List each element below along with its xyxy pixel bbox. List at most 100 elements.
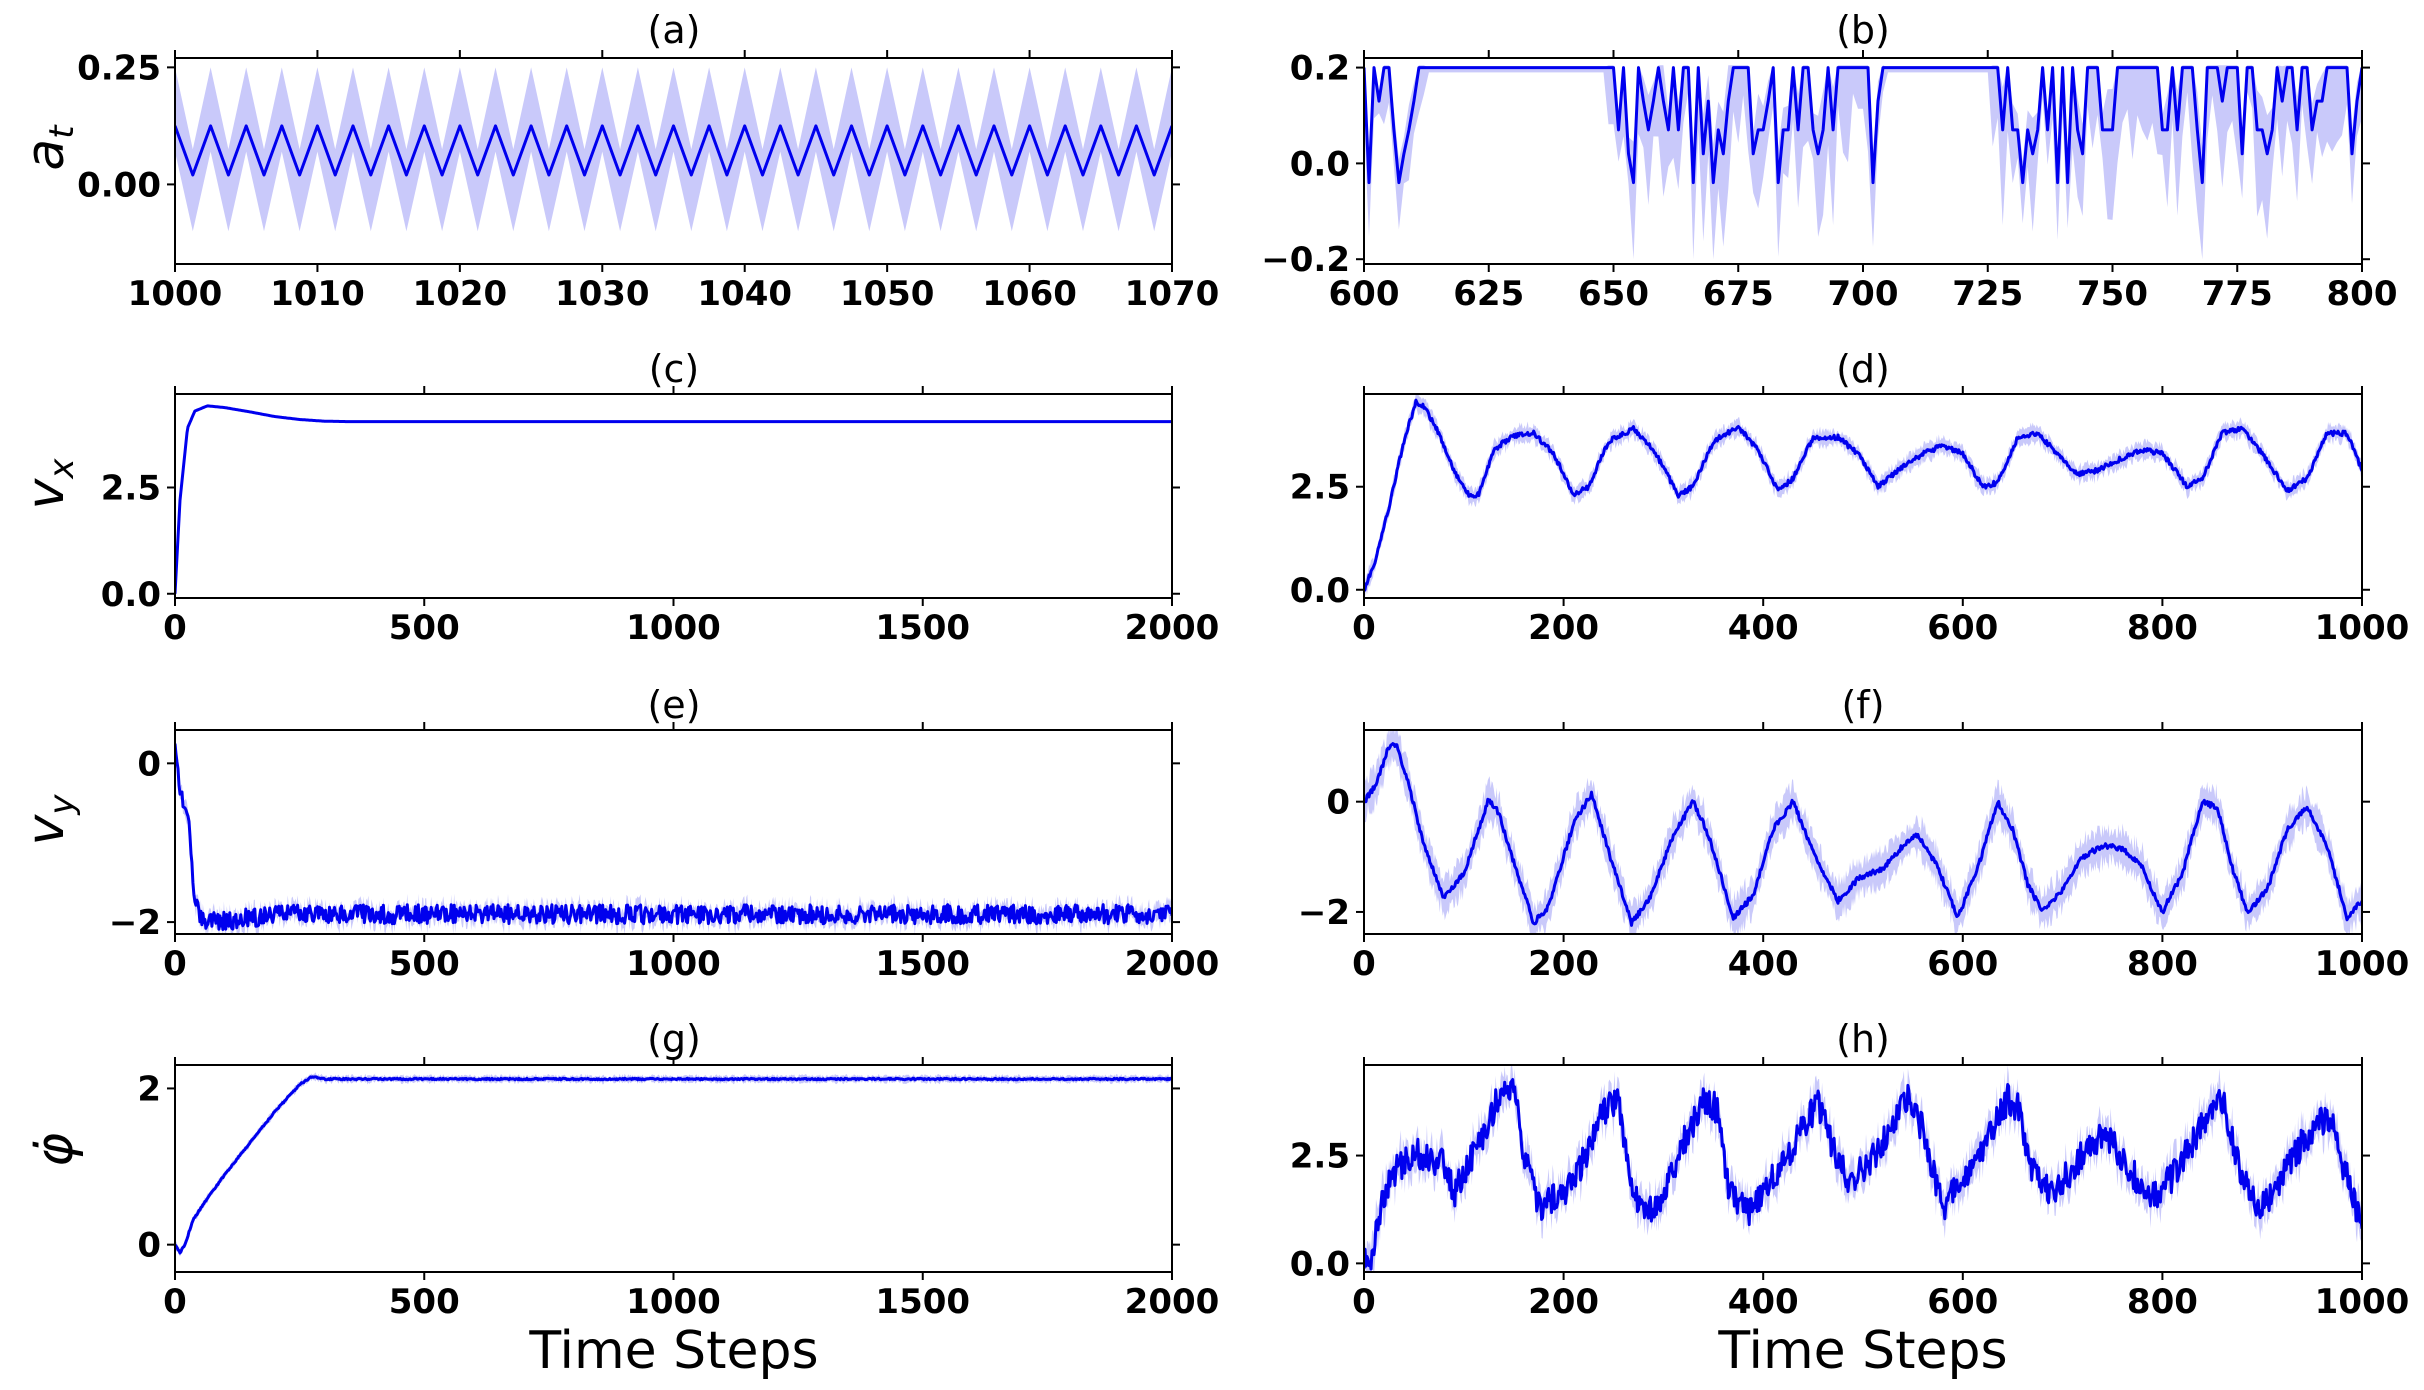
panel-title: (g): [647, 1017, 701, 1061]
y-tick-label: 2.5: [1290, 1137, 1350, 1177]
x-tick-label: 1040: [697, 274, 792, 314]
x-tick-label: 400: [1728, 944, 1799, 984]
mean-line: [175, 1075, 1172, 1255]
panel-a: (a) at 1000 1010 1020 1030 1040 1050 1060 1070 0…: [16, 8, 1219, 314]
x-tick-label: 600: [1927, 1282, 1998, 1322]
x-tick-label: 1000: [626, 1282, 721, 1322]
axes-frame: [1363, 393, 2363, 599]
x-tick-label: 1500: [875, 1282, 970, 1322]
y-axis-label: vy: [16, 794, 82, 846]
x-tick-label: 800: [2127, 1282, 2198, 1322]
x-tick-label: 800: [2327, 274, 2398, 314]
y-tick-label: −0.2: [1261, 240, 1350, 280]
x-tick-label: 600: [1329, 274, 1400, 314]
uncertainty-band: [175, 1072, 1172, 1257]
panel-title: (a): [648, 8, 701, 52]
x-tick-label: 1000: [626, 608, 721, 648]
y-axis-label: at: [16, 124, 82, 171]
x-tick-label: 200: [1528, 1282, 1599, 1322]
plot-area: 0 200 400 600 800 1000 0.0 2.5: [1290, 1057, 2410, 1322]
x-tick-label: 1500: [875, 608, 970, 648]
x-tick-label: 200: [1528, 608, 1599, 648]
x-tick-label: 1000: [2315, 1282, 2410, 1322]
x-tick-label: 675: [1703, 274, 1774, 314]
plot-area: 0 500 1000 1500 2000−20: [109, 722, 1219, 984]
x-tick-label: 1000: [626, 944, 721, 984]
uncertainty-band: [1364, 394, 2362, 598]
panel-d: (d) 0 200 400 600 800 1000 0.0 2.5: [1290, 347, 2410, 648]
plot-area: 0 200 400 600 800 1000 0.0 2.5: [1290, 386, 2409, 648]
mean-line: [1364, 66, 2362, 185]
mean-line: [175, 124, 1172, 177]
axes-frame: [1363, 1064, 2363, 1273]
x-tick-label: 1060: [982, 274, 1077, 314]
x-tick-label: 1000: [2315, 944, 2410, 984]
axes-frame: [174, 57, 1173, 265]
y-tick-label: 0.00: [77, 165, 161, 205]
panel-title: (b): [1836, 8, 1890, 52]
x-tick-label: 800: [2127, 944, 2198, 984]
y-tick-label: 0.0: [101, 575, 161, 615]
axes-frame: [174, 393, 1173, 599]
y-tick-label: 0.25: [77, 48, 161, 88]
panel-title: (c): [649, 347, 700, 391]
panel-f: (f) 0 200 400 600 800 1000−20: [1298, 683, 2409, 984]
x-tick-label: 1010: [270, 274, 365, 314]
y-tick-label: 0: [137, 744, 161, 784]
x-tick-label: 725: [1952, 274, 2023, 314]
plot-area: 0 200 400 600 800 1000−20: [1298, 722, 2409, 984]
y-tick-label: 2.5: [1290, 468, 1350, 508]
plot-area: 600 625 650 675 700 725 750 775 800 −0.2 0.0 0.2: [1261, 49, 2397, 314]
panel-e: (e) vy 0 500 1000 1500 2000−20: [16, 683, 1219, 984]
x-tick-label: 1500: [875, 944, 970, 984]
y-tick-label: −2: [1298, 893, 1350, 933]
plot-area: 0 500 1000 1500 2000 0 2: [137, 1057, 1219, 1322]
y-tick-label: 0.0: [1290, 1244, 1350, 1284]
y-tick-label: 0: [137, 1226, 161, 1266]
y-axis-label: vx: [16, 458, 82, 510]
panel-h: (h) Time Steps 0 200 400 600 800 1000 0.0 2.5: [1290, 1017, 2410, 1381]
x-tick-label: 0: [1352, 1282, 1376, 1322]
y-tick-label: 0.0: [1290, 144, 1350, 184]
x-tick-label: 1020: [413, 274, 508, 314]
uncertainty-band: [175, 67, 1172, 232]
axes-frame: [174, 1064, 1173, 1273]
x-tick-label: 1070: [1125, 274, 1220, 314]
x-tick-label: 0: [1352, 944, 1376, 984]
x-tick-label: 400: [1728, 1282, 1799, 1322]
mean-line: [1364, 742, 2362, 927]
x-tick-label: 2000: [1125, 944, 1220, 984]
x-tick-label: 600: [1927, 944, 1998, 984]
panel-title: (d): [1836, 347, 1890, 391]
x-axis-label: Time Steps: [528, 1321, 818, 1381]
panel-b: (b) 600 625 650 675 700 725 750 775 800 −0.2 0.0 0.…: [1261, 8, 2397, 314]
mean-line: [1364, 1078, 2362, 1271]
mean-line: [175, 404, 1172, 594]
x-tick-label: 2000: [1125, 1282, 1220, 1322]
mean-line: [175, 743, 1172, 931]
x-tick-label: 800: [2127, 608, 2198, 648]
x-tick-label: 500: [389, 608, 460, 648]
y-tick-label: 2: [137, 1069, 161, 1109]
x-tick-label: 0: [163, 608, 187, 648]
panel-title: (e): [647, 683, 700, 727]
panel-g: (g) φ̇ Time Steps 0 500 1000 1500 2000 0 2: [25, 1017, 1219, 1381]
panel-title: (h): [1836, 1017, 1890, 1061]
x-tick-label: 1000: [128, 274, 223, 314]
x-tick-label: 0: [163, 1282, 187, 1322]
mean-line: [1364, 398, 2362, 592]
x-tick-label: 1030: [555, 274, 650, 314]
x-axis-label: Time Steps: [1717, 1321, 2007, 1381]
y-tick-label: 0.0: [1290, 571, 1350, 611]
x-tick-label: 2000: [1125, 608, 1220, 648]
x-tick-label: 200: [1528, 944, 1599, 984]
plot-area: 1000 1010 1020 1030 1040 1050 1060 1070 0.00 0.25: [77, 48, 1219, 314]
x-tick-label: 650: [1578, 274, 1649, 314]
x-tick-label: 0: [1352, 608, 1376, 648]
uncertainty-band: [1364, 730, 2362, 934]
y-tick-label: 0: [1326, 783, 1350, 823]
uncertainty-band: [1364, 65, 2362, 260]
y-tick-label: 2.5: [101, 469, 161, 509]
x-tick-label: 1050: [840, 274, 935, 314]
